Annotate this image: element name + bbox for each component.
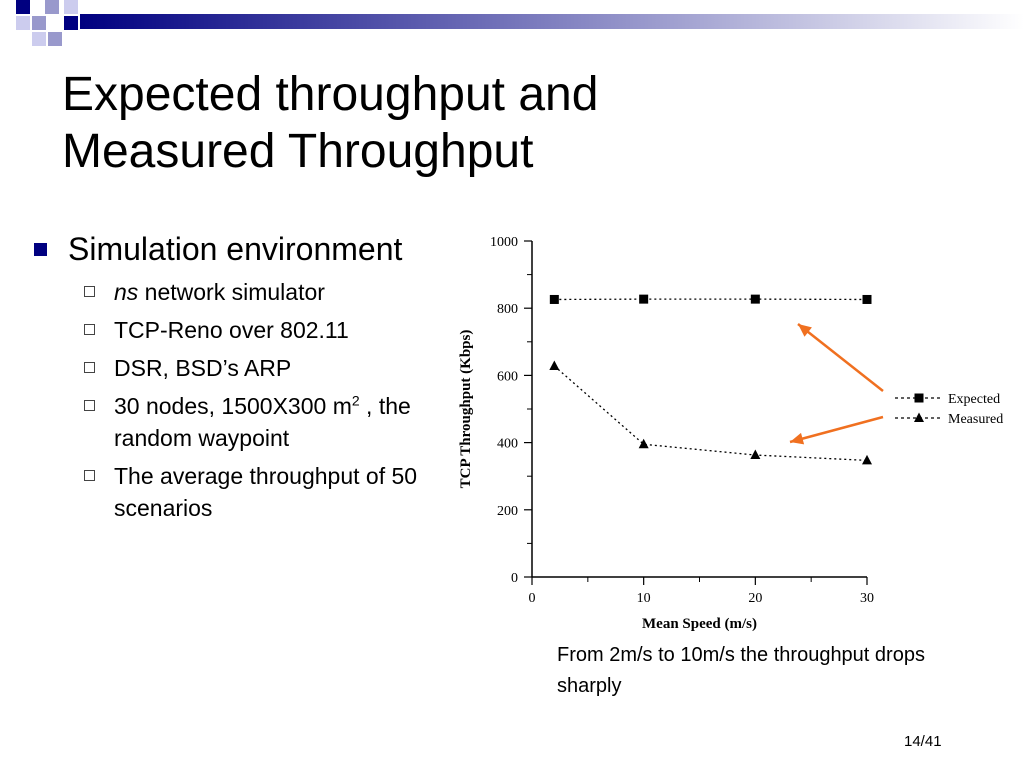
hollow-square-bullet-icon <box>84 286 95 297</box>
throughput-chart: 0 200 400 600 800 1000 0 10 20 30 Mean Speed (m/s)… <box>458 235 1003 632</box>
arrow-shaft <box>797 323 884 392</box>
deco-square <box>64 0 78 14</box>
data-point <box>549 294 559 304</box>
page-number: 14/41 <box>904 733 942 750</box>
deco-square <box>16 16 30 30</box>
data-point <box>862 294 872 304</box>
sub-bullet-text-continued: , the random waypoint <box>114 393 411 451</box>
square-bullet-icon <box>34 243 47 256</box>
sub-bullet: 30 nodes, 1500X300 m2 , the random waypo… <box>82 390 450 454</box>
superscript: 2 <box>351 392 360 409</box>
y-axis-label: TCP Throughput (Kbps) <box>458 330 474 489</box>
corner-decoration <box>16 0 1024 46</box>
slide-title-line-1: Expected throughput and <box>62 68 599 121</box>
chart-series <box>549 294 872 465</box>
sub-bullet-emphasis: ns <box>114 279 139 305</box>
hollow-square-bullet-icon <box>84 324 95 335</box>
y-tick-label: 0 <box>511 571 518 586</box>
slide-title-line-2: Measured Throughput <box>62 125 534 178</box>
y-tick-label: 1000 <box>490 235 518 250</box>
x-tick-label: 10 <box>637 591 651 606</box>
sub-bullet-text: The average throughput of 50 scenarios <box>114 463 418 521</box>
legend-label: Expected <box>948 392 1000 407</box>
legend-label: Measured <box>948 412 1003 427</box>
deco-square <box>45 0 59 14</box>
y-tick-label: 200 <box>497 504 518 519</box>
sub-bullet: TCP-Reno over 802.11 <box>82 314 450 346</box>
series-line <box>553 365 868 462</box>
bullet-main: Simulation environment <box>30 228 450 270</box>
arrowhead-icon <box>790 432 805 445</box>
sub-bullet-text: network simulator <box>138 279 325 305</box>
data-point <box>750 449 761 460</box>
y-tick-label: 600 <box>497 369 518 384</box>
legend-marker <box>914 393 924 403</box>
x-tick-label: 30 <box>860 591 874 606</box>
data-point <box>750 294 760 304</box>
deco-square <box>16 0 30 14</box>
y-tick-label: 400 <box>497 437 518 452</box>
slide-title: Expected throughput and Measured Through… <box>62 66 598 180</box>
sub-bullet-text: DSR, BSD’s ARP <box>114 355 292 381</box>
arrowhead-icon <box>798 324 812 337</box>
data-point <box>862 454 872 465</box>
x-tick-label: 20 <box>748 591 762 606</box>
data-point <box>639 294 649 304</box>
deco-square <box>64 16 78 30</box>
sub-bullet-text: 30 nodes, 1500X300 m <box>114 393 352 419</box>
arrow-shaft <box>789 415 884 444</box>
hollow-square-bullet-icon <box>84 470 95 481</box>
hollow-square-bullet-icon <box>84 362 95 373</box>
deco-square <box>48 32 62 46</box>
chart-axes: 0 200 400 600 800 1000 0 10 20 30 Mean Speed (m/s)… <box>458 235 874 632</box>
sub-bullet: The average throughput of 50 scenarios <box>82 460 450 524</box>
hollow-square-bullet-icon <box>84 400 95 411</box>
bullet-list: Simulation environment ns network simula… <box>30 228 450 530</box>
deco-square <box>32 32 46 46</box>
sub-bullet: DSR, BSD’s ARP <box>82 352 450 384</box>
legend-marker <box>914 412 924 422</box>
data-point <box>638 438 649 449</box>
chart-legend: Expected Measured <box>895 392 1003 427</box>
data-point <box>549 360 560 370</box>
header-gradient-band <box>80 14 1024 29</box>
sub-bullet-list: ns network simulator TCP-Reno over 802.1… <box>30 276 450 524</box>
y-tick-label: 800 <box>497 302 518 317</box>
deco-square <box>32 16 46 30</box>
x-axis-label: Mean Speed (m/s) <box>642 616 757 632</box>
chart-note: From 2m/s to 10m/s the throughput drops … <box>557 644 925 697</box>
sub-bullet: ns network simulator <box>82 276 450 308</box>
annotation-arrows <box>789 323 884 445</box>
sub-bullet-text: TCP-Reno over 802.11 <box>114 317 349 343</box>
bullet-main-text: Simulation environment <box>68 231 403 267</box>
x-tick-label: 0 <box>529 591 536 606</box>
